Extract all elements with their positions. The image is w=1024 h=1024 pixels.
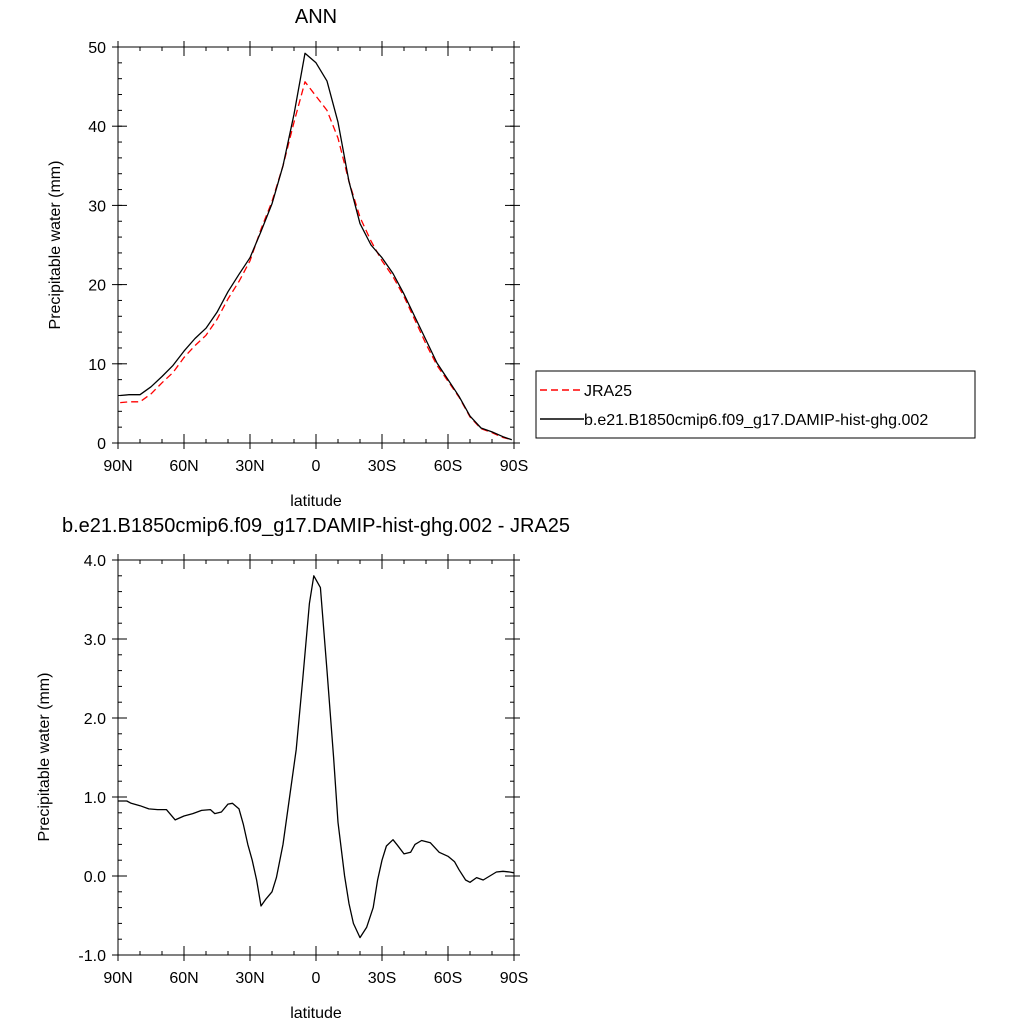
bottom-y-axis-label: Precipitable water (mm) [36, 673, 53, 842]
legend-box [535, 370, 976, 439]
legend-entry-model: b.e21.B1850cmip6.f09_g17.DAMIP-hist-ghg.… [584, 412, 928, 429]
top-y-tick-label: 0 [97, 436, 106, 453]
bottom-x-tick-label: 30N [235, 970, 264, 987]
bottom-x-tick-label: 0 [312, 970, 321, 987]
top-y-axis-label: Precipitable water (mm) [47, 161, 64, 330]
top-x-tick-label: 30N [235, 458, 264, 475]
top-series-line-jra25 [120, 81, 512, 441]
legend-entry-jra25: JRA25 [584, 383, 632, 400]
bottom-y-tick-label: -1.0 [78, 948, 106, 965]
bottom-y-tick-label: 4.0 [84, 553, 106, 570]
bottom-x-tick-label: 90S [500, 970, 528, 987]
bottom-x-axis-label: latitude [290, 1005, 342, 1022]
bottom-y-tick-label: 3.0 [84, 632, 106, 649]
top-y-tick-label: 50 [88, 40, 106, 57]
bottom-series-line-difference [118, 575, 515, 939]
top-x-tick-label: 90N [103, 458, 132, 475]
bottom-plot-area: -1.0 0.0 1.0 2.0 3.0 4.0 90N 60N 30N 0 30S 60S 90S [78, 553, 528, 987]
top-y-tick-label: 30 [88, 198, 106, 215]
bottom-x-tick-label: 60S [434, 970, 462, 987]
top-y-tick-label: 10 [88, 357, 106, 374]
top-plot-frame [117, 46, 515, 444]
bottom-chart-title: b.e21.B1850cmip6.f09_g17.DAMIP-hist-ghg.… [62, 515, 570, 537]
top-chart-title: ANN [295, 6, 337, 28]
bottom-y-tick-label: 2.0 [84, 711, 106, 728]
top-x-tick-label: 0 [312, 458, 321, 475]
top-x-tick-label: 90S [500, 458, 528, 475]
bottom-plot-frame [117, 559, 515, 956]
bottom-y-tick-label: 0.0 [84, 869, 106, 886]
top-series-line-b-e21-b1850cmip6-f09-g17-damip-hist-ghg-002 [120, 52, 513, 441]
top-x-tick-label: 60N [169, 458, 198, 475]
top-plot-area: 0 10 20 30 40 50 90N 60N 30N 0 30S 60S 90S [88, 40, 528, 475]
top-x-tick-label: 60S [434, 458, 462, 475]
top-x-axis-label: latitude [290, 493, 342, 510]
bottom-x-tick-label: 90N [103, 970, 132, 987]
top-y-tick-label: 40 [88, 119, 106, 136]
top-y-tick-label: 20 [88, 278, 106, 295]
bottom-x-tick-label: 30S [368, 970, 396, 987]
bottom-y-tick-label: 1.0 [84, 790, 106, 807]
bottom-x-tick-label: 60N [169, 970, 198, 987]
top-x-tick-label: 30S [368, 458, 396, 475]
